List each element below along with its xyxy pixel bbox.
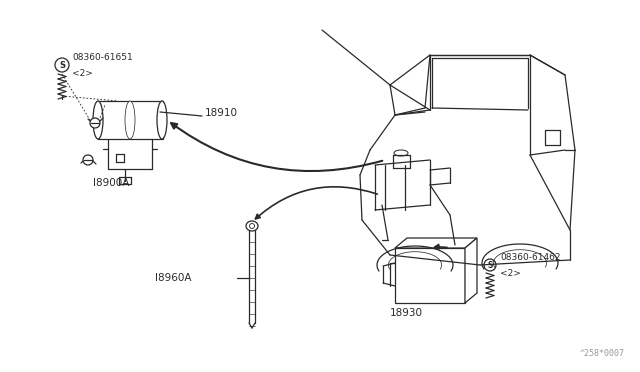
Ellipse shape — [250, 224, 255, 228]
Bar — [395, 248, 465, 303]
Text: 08360-61651: 08360-61651 — [72, 52, 132, 61]
Text: 08360-61462: 08360-61462 — [500, 253, 561, 262]
Text: <2>: <2> — [500, 269, 521, 278]
Circle shape — [83, 155, 93, 165]
Text: S: S — [59, 61, 65, 70]
Ellipse shape — [246, 221, 258, 231]
Text: ^258*0007: ^258*0007 — [580, 349, 625, 358]
Circle shape — [55, 58, 69, 72]
Text: 18930: 18930 — [390, 308, 423, 318]
Circle shape — [90, 118, 100, 128]
Ellipse shape — [93, 101, 103, 139]
Text: S: S — [487, 260, 493, 269]
Polygon shape — [465, 238, 477, 303]
Ellipse shape — [157, 101, 167, 139]
Ellipse shape — [394, 150, 408, 156]
Bar — [98, 101, 163, 139]
Polygon shape — [395, 238, 477, 248]
Ellipse shape — [125, 101, 135, 139]
Text: <2>: <2> — [72, 68, 93, 77]
Text: 18910: 18910 — [205, 108, 238, 118]
Text: l8900A: l8900A — [93, 178, 129, 188]
Circle shape — [484, 259, 496, 271]
Text: l8960A: l8960A — [155, 273, 191, 283]
